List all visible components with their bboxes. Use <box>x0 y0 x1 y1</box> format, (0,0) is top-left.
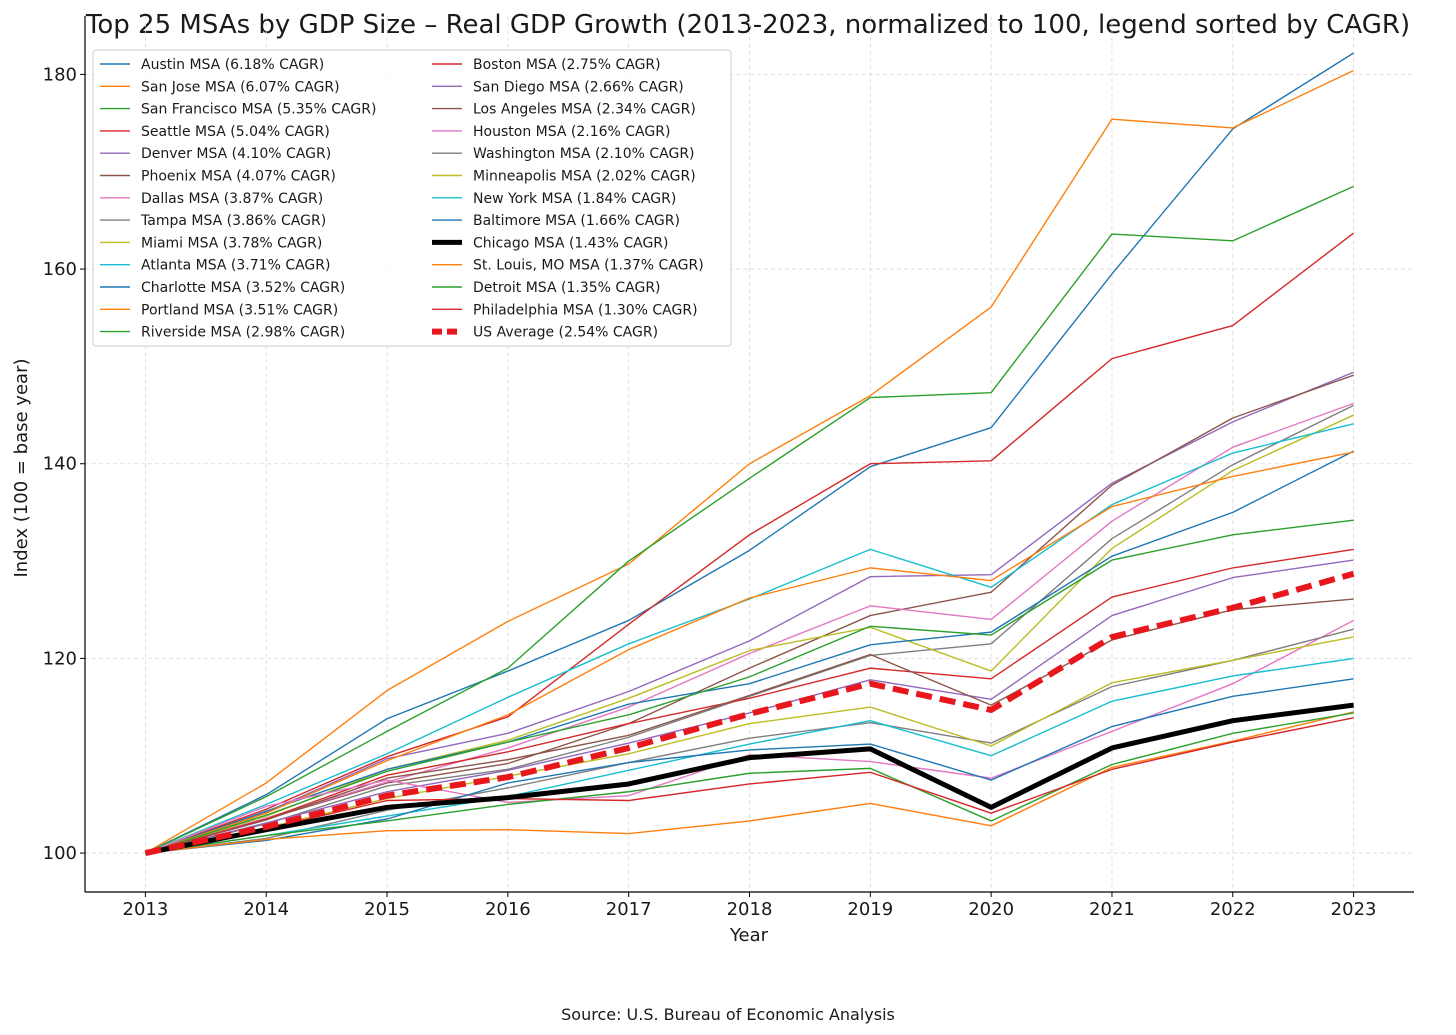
legend-label: Portland MSA (3.51% CAGR) <box>141 302 338 318</box>
x-tick-label: 2013 <box>123 899 169 920</box>
legend-label: Atlanta MSA (3.71% CAGR) <box>141 258 330 274</box>
series-line-seattle-msa <box>145 232 1355 854</box>
legend-box <box>92 49 732 347</box>
x-tick-label: 2018 <box>727 899 773 920</box>
x-axis-label: Year <box>729 925 769 946</box>
series-line-san-jose-msa <box>145 69 1354 854</box>
ticks: 2013 2014 2015 2016 2017 2018 2019 2020 2021 2022… <box>43 64 1377 920</box>
legend-label: San Francisco MSA (5.35% CAGR) <box>141 102 376 118</box>
series-line-chicago-msa <box>144 702 1354 856</box>
x-tick-label: 2023 <box>1331 899 1377 920</box>
legend-label: Detroit MSA (1.35% CAGR) <box>473 280 661 296</box>
x-tick-label: 2021 <box>1089 899 1135 920</box>
legend-label: Riverside MSA (2.98% CAGR) <box>141 325 345 341</box>
legend-label: Dallas MSA (3.87% CAGR) <box>141 191 323 207</box>
legend-label: San Diego MSA (2.66% CAGR) <box>473 79 684 95</box>
series-line-new-york-msa <box>145 657 1354 854</box>
y-tick-label: 100 <box>43 843 77 864</box>
legend-label: Minneapolis MSA (2.02% CAGR) <box>473 169 696 185</box>
legend-label: Washington MSA (2.10% CAGR) <box>473 146 695 162</box>
x-tick-label: 2016 <box>485 899 531 920</box>
series-line-st-louis-mo-msa <box>145 711 1354 854</box>
legend-label: Austin MSA (6.18% CAGR) <box>141 57 324 73</box>
series-line-charlotte-msa <box>145 450 1354 854</box>
legend-label: Boston MSA (2.75% CAGR) <box>473 57 661 73</box>
series-line-portland-msa <box>145 451 1354 854</box>
legend-label: Denver MSA (4.10% CAGR) <box>141 146 331 162</box>
legend-label: Philadelphia MSA (1.30% CAGR) <box>473 302 698 318</box>
series-line-san-diego-msa <box>145 559 1354 854</box>
x-tick-label: 2019 <box>847 899 893 920</box>
legend-label: New York MSA (1.84% CAGR) <box>473 191 676 207</box>
legend-label: Chicago MSA (1.43% CAGR) <box>473 235 669 251</box>
series-line-san-francisco-msa <box>145 185 1354 854</box>
series-line-atlanta-msa <box>145 423 1354 854</box>
series-line-tampa-msa <box>145 404 1354 854</box>
series-line-boston-msa <box>145 548 1354 854</box>
series-line-detroit-msa <box>145 712 1354 854</box>
y-tick-label: 120 <box>43 648 77 669</box>
series-line-washington-msa <box>145 628 1354 854</box>
x-tick-label: 2022 <box>1210 899 1256 920</box>
legend: Austin MSA (6.18% CAGR) San Jose MSA (6.0… <box>92 49 732 347</box>
y-tick-label: 140 <box>43 454 77 475</box>
y-tick-label: 160 <box>43 259 77 280</box>
series-line-los-angeles-msa <box>145 598 1354 854</box>
x-tick-label: 2017 <box>606 899 652 920</box>
legend-label: Phoenix MSA (4.07% CAGR) <box>141 169 336 185</box>
series-lines <box>144 52 1355 856</box>
legend-label: St. Louis, MO MSA (1.37% CAGR) <box>473 258 704 274</box>
legend-label: San Jose MSA (6.07% CAGR) <box>141 79 340 95</box>
series-line-philadelphia-msa <box>145 717 1354 854</box>
x-tick-label: 2015 <box>364 899 410 920</box>
chart-title: Top 25 MSAs by GDP Size – Real GDP Growt… <box>85 10 1410 40</box>
y-tick-label: 180 <box>43 64 77 85</box>
legend-label: Seattle MSA (5.04% CAGR) <box>141 124 330 140</box>
legend-label: US Average (2.54% CAGR) <box>473 325 658 341</box>
legend-label: Baltimore MSA (1.66% CAGR) <box>473 213 680 229</box>
legend-label: Los Angeles MSA (2.34% CAGR) <box>473 102 696 118</box>
series-line-austin-msa <box>145 52 1354 854</box>
series-line-phoenix-msa <box>145 374 1354 854</box>
series-line-miami-msa <box>145 414 1354 854</box>
legend-label: Houston MSA (2.16% CAGR) <box>473 124 670 140</box>
series-line-riverside-msa <box>145 519 1354 854</box>
series-line-us-average <box>144 570 1355 856</box>
legend-label: Tampa MSA (3.86% CAGR) <box>140 213 326 229</box>
legend-label: Miami MSA (3.78% CAGR) <box>141 235 322 251</box>
x-tick-label: 2020 <box>968 899 1014 920</box>
series-line-houston-msa <box>145 619 1354 854</box>
x-tick-label: 2014 <box>243 899 289 920</box>
legend-label: Charlotte MSA (3.52% CAGR) <box>141 280 345 296</box>
y-axis-label: Index (100 = base year) <box>11 359 32 578</box>
source-note: Source: U.S. Bureau of Economic Analysis <box>561 1005 895 1024</box>
